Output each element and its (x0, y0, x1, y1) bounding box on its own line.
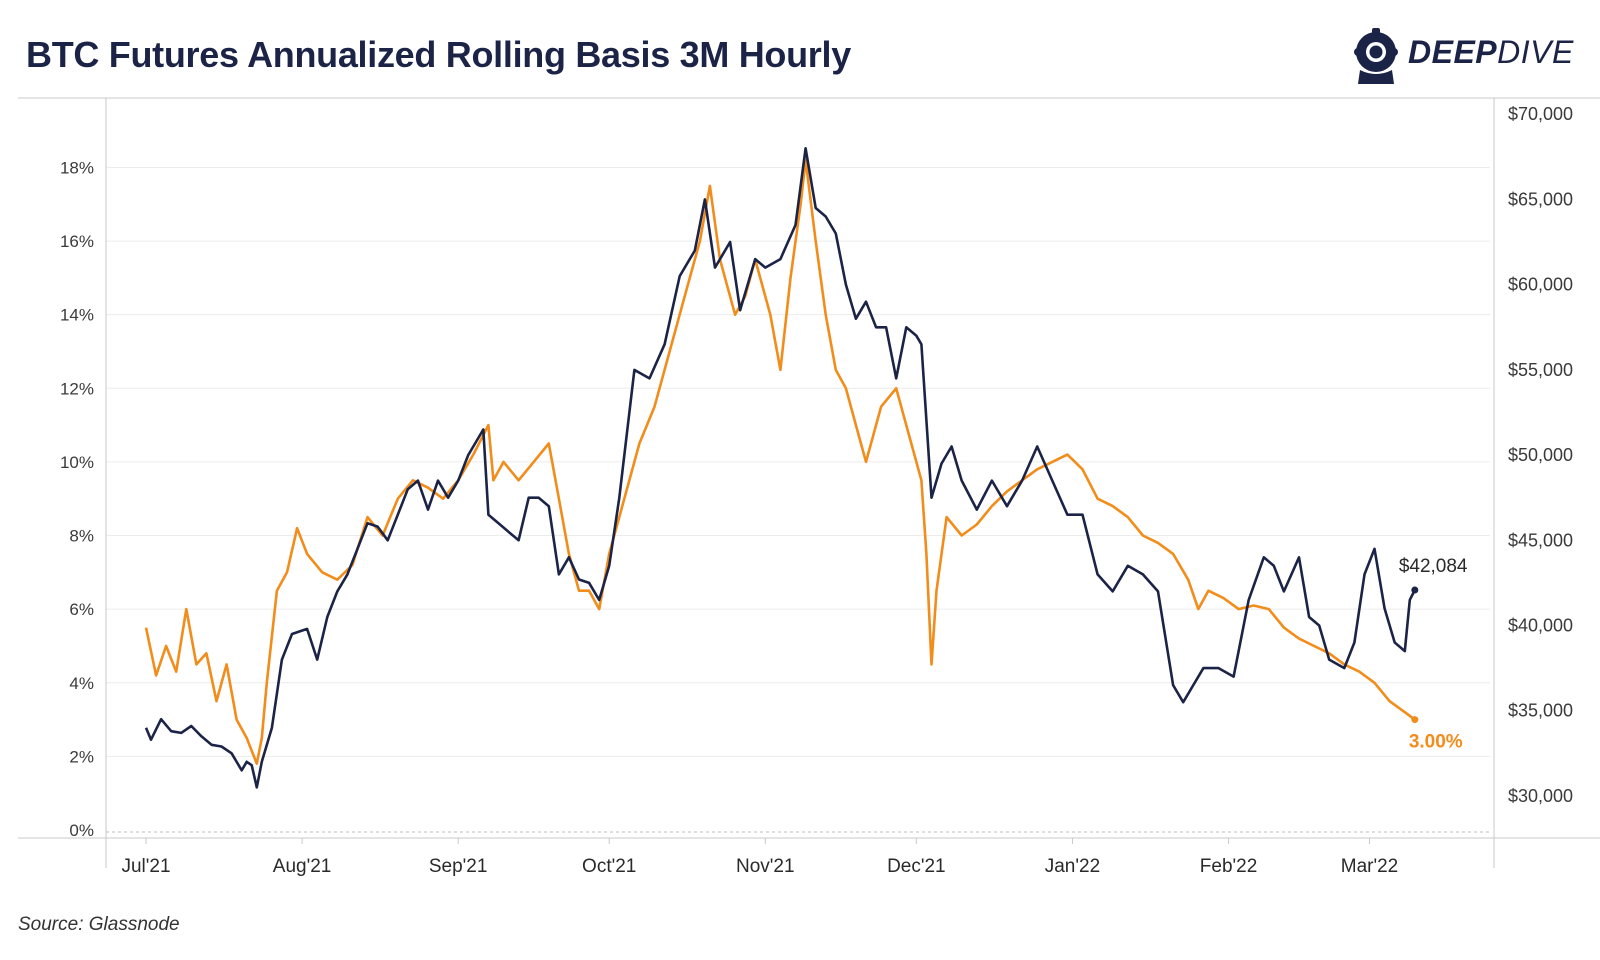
series-lines (144, 147, 1419, 789)
x-tick-label: Jan'22 (1045, 856, 1100, 877)
price-series-line (144, 147, 1416, 789)
y-right-tick-label: $70,000 (1508, 104, 1573, 124)
price-end-marker (1411, 586, 1419, 594)
deepdive-logo: DEEPDIVE (1350, 26, 1590, 88)
chart-title: BTC Futures Annualized Rolling Basis 3M … (26, 34, 851, 75)
x-tick-label: Mar'22 (1341, 856, 1398, 877)
y-right-tick-label: $50,000 (1508, 445, 1573, 465)
basis-end-label: 3.00% (1409, 732, 1463, 753)
y-right-tick-label: $60,000 (1508, 275, 1573, 295)
y-left-tick-label: 4% (69, 674, 94, 693)
price-end-label: $42,084 (1399, 556, 1468, 577)
logo-text-deep: DEEP (1408, 34, 1498, 70)
y-right-tick-label: $45,000 (1508, 530, 1573, 550)
basis-end-marker (1411, 716, 1419, 724)
logo-text-dive: DIVE (1497, 34, 1574, 70)
x-tick-label: Oct'21 (582, 856, 636, 877)
y-right-tick-label: $40,000 (1508, 615, 1573, 635)
logo-wordmark: DEEPDIVE (1408, 34, 1574, 71)
y-left-tick-label: 16% (60, 232, 94, 251)
gridlines (106, 166, 1490, 833)
y-right-tick-label: $30,000 (1508, 786, 1573, 806)
source-note: Source: Glassnode (18, 914, 180, 935)
chart-axes (18, 97, 1600, 868)
y-left-tick-label: 8% (69, 527, 94, 546)
y-left-tick-label: 2% (69, 747, 94, 766)
y-left-tick-label: 18% (60, 158, 94, 177)
y-right-tick-label: $35,000 (1508, 701, 1573, 721)
y-left-tick-label: 12% (60, 379, 94, 398)
y-left-tick-label: 6% (69, 600, 94, 619)
tick-labels: 0% 2% 4% 6% 8% 10% 12% 14% 16% 18% $30,000 $35,000 $… (60, 104, 1573, 877)
y-left-tick-label: 0% (69, 821, 94, 840)
y-right-tick-label: $65,000 (1508, 189, 1573, 209)
x-tick-label: Sep'21 (429, 856, 488, 877)
y-left-tick-label: 14% (60, 306, 94, 325)
x-tick-label: Jul'21 (121, 856, 170, 877)
diver-helmet-icon (1354, 28, 1398, 84)
x-tick-label: Feb'22 (1200, 856, 1258, 877)
x-tick-label: Nov'21 (736, 856, 795, 877)
x-tick-label: Aug'21 (273, 856, 332, 877)
x-tick-label: Dec'21 (887, 856, 946, 877)
y-right-tick-label: $55,000 (1508, 360, 1573, 380)
y-left-tick-label: 10% (60, 453, 94, 472)
